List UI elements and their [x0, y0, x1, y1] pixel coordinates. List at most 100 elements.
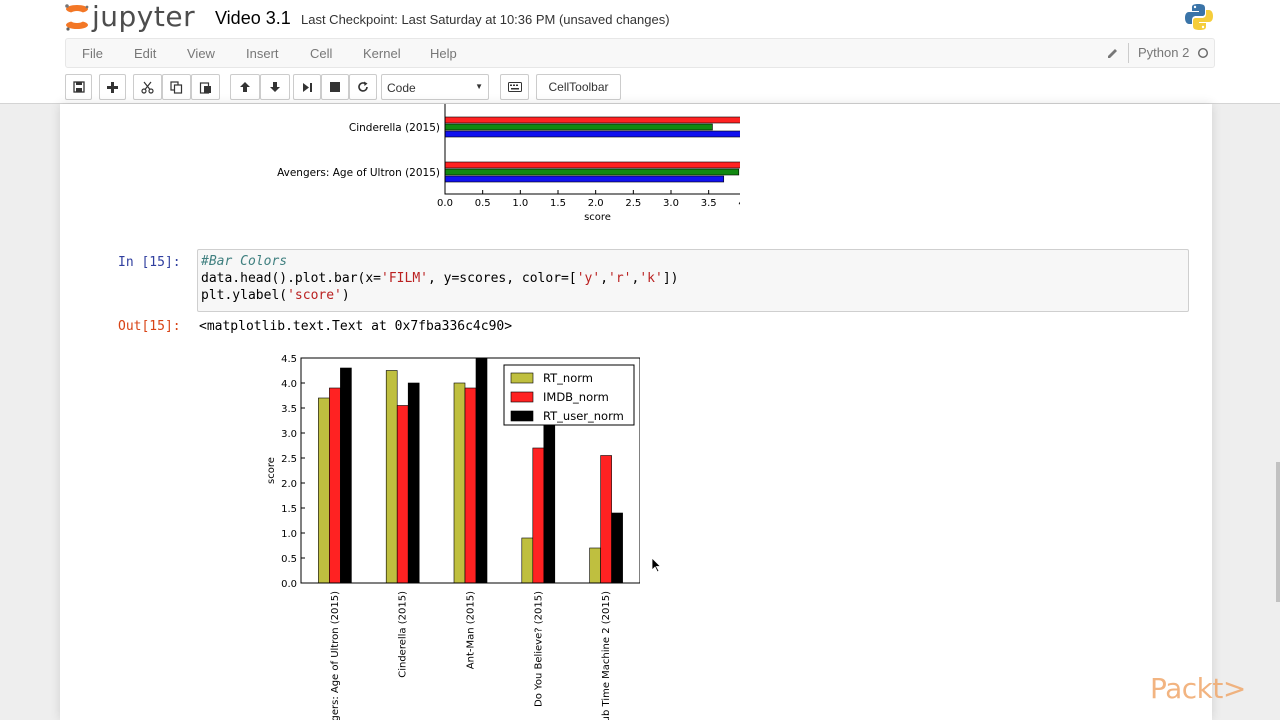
y-tick-label: 3.5 [281, 404, 297, 415]
title-row: jupyter Video 3.1 Last Checkpoint: Last … [0, 0, 1280, 38]
x-tick-label: 2.0 [588, 198, 604, 209]
cell-type-value: Code [387, 81, 416, 95]
vbar [600, 455, 612, 583]
category-label: ub Time Machine 2 (2015) [601, 591, 612, 720]
caret-down-icon: ▼ [475, 82, 483, 91]
y-tick-label: 4.5 [281, 354, 297, 365]
menubar: File Edit View Insert Cell Kernel Help P… [65, 38, 1215, 68]
code-cell[interactable]: #Bar Colors data.head().plot.bar(x='FILM… [197, 249, 1189, 312]
copy-button[interactable] [162, 74, 191, 100]
horizontal-bar-chart: Cinderella (2015) Avengers: Age of Ultron… [277, 104, 740, 223]
code-comment: #Bar Colors [201, 254, 288, 269]
move-down-button[interactable] [260, 74, 290, 100]
hbar [444, 175, 725, 183]
menu-view[interactable]: View [187, 46, 215, 61]
restart-kernel-button[interactable] [349, 74, 377, 100]
insert-cell-button[interactable] [99, 74, 126, 100]
x-tick-label: 4.0 [738, 198, 740, 209]
notebook-container: Cinderella (2015) Avengers: Age of Ultron… [60, 104, 1212, 720]
arrow-down-icon [270, 82, 280, 92]
vbar [521, 537, 534, 583]
x-tick-label: 1.0 [512, 198, 528, 209]
menu-kernel[interactable]: Kernel [363, 46, 401, 61]
cut-button[interactable] [133, 74, 162, 100]
legend-swatch [510, 372, 534, 384]
mouse-pointer-icon [651, 557, 661, 573]
cell-type-select[interactable]: Code ▼ [381, 74, 489, 100]
y-tick-label: 1.0 [281, 529, 297, 540]
jupyter-logo-icon [65, 4, 89, 31]
input-prompt: In [15]: [118, 255, 181, 270]
arrow-up-icon [240, 82, 250, 92]
paste-button[interactable] [191, 74, 220, 100]
y-tick-label: 4.0 [281, 379, 297, 390]
run-cell-button[interactable] [293, 74, 321, 100]
y-tick-label: 2.0 [281, 479, 297, 490]
y-tick-label: 0.5 [281, 554, 297, 565]
menu-insert[interactable]: Insert [246, 46, 279, 61]
x-tick-label: 2.5 [625, 198, 641, 209]
x-axis-label: score [584, 212, 611, 223]
code-line-ylabel: plt.ylabel('score') [201, 288, 350, 303]
legend-label: RT_norm [543, 371, 593, 385]
category-label: Ant-Man (2015) [466, 591, 477, 669]
x-tick-label: 1.5 [550, 198, 566, 209]
paste-icon [199, 81, 211, 94]
y-tick-label: 0.0 [281, 579, 297, 590]
save-button[interactable] [65, 74, 92, 100]
menu-file[interactable]: File [82, 46, 103, 61]
kernel-indicator[interactable]: Python 2 [1138, 45, 1209, 60]
refresh-icon [358, 81, 368, 92]
packt-watermark: Packt> [1150, 672, 1246, 705]
checkpoint-status: Last Checkpoint: Last Saturday at 10:36 … [301, 12, 670, 27]
hbar [444, 116, 740, 124]
menubar-divider [1128, 43, 1129, 63]
jupyter-logo[interactable]: jupyter [62, 0, 195, 34]
plus-icon [107, 81, 118, 93]
python-logo-icon [1185, 4, 1213, 30]
bars-group [318, 358, 623, 583]
category-label: Do You Believe? (2015) [533, 591, 544, 707]
vbar [532, 447, 545, 583]
category-label: Avengers: Age of Ultron (2015) [277, 167, 440, 179]
vbar [340, 367, 352, 583]
hbar [444, 123, 713, 131]
category-label: Cinderella (2015) [349, 122, 440, 134]
plot-frame [300, 357, 640, 584]
notebook-name[interactable]: Video 3.1 [215, 8, 291, 28]
vbar [611, 512, 623, 583]
vbar [543, 422, 556, 583]
legend-label: IMDB_norm [543, 390, 609, 404]
celltoolbar-button[interactable]: CellToolbar [536, 74, 621, 100]
scissors-icon [141, 81, 154, 94]
code-line-plot: data.head().plot.bar(x='FILM', y=scores,… [201, 271, 679, 286]
notebook-header: jupyter Video 3.1 Last Checkpoint: Last … [0, 0, 1280, 104]
menu-help[interactable]: Help [430, 46, 457, 61]
kernel-idle-circle-icon [1198, 47, 1209, 58]
save-icon [72, 81, 85, 93]
x-tick-label: 3.5 [701, 198, 717, 209]
vbar [329, 387, 341, 583]
edit-mode-pencil-icon [1108, 49, 1117, 58]
vbar [453, 382, 466, 583]
page-scrollbar-thumb[interactable] [1276, 462, 1280, 602]
x-tick-label: 3.0 [663, 198, 679, 209]
menu-edit[interactable]: Edit [134, 46, 157, 61]
stop-icon [330, 82, 340, 92]
legend-swatch [510, 391, 534, 403]
move-up-button[interactable] [230, 74, 260, 100]
legend-swatch [510, 410, 534, 422]
vbar [396, 405, 409, 583]
y-axis-label: score [266, 457, 277, 484]
category-label: ngers: Age of Ultron (2015) [330, 591, 341, 720]
vbar [407, 382, 420, 583]
step-forward-icon [302, 82, 312, 92]
kernel-name: Python 2 [1138, 45, 1190, 60]
vbar [475, 358, 488, 583]
output-prompt: Out[15]: [118, 319, 181, 334]
vbar [318, 397, 330, 583]
interrupt-kernel-button[interactable] [321, 74, 349, 100]
menu-cell[interactable]: Cell [310, 46, 333, 61]
command-palette-button[interactable] [500, 74, 529, 100]
legend-label: RT_user_norm [543, 409, 624, 423]
